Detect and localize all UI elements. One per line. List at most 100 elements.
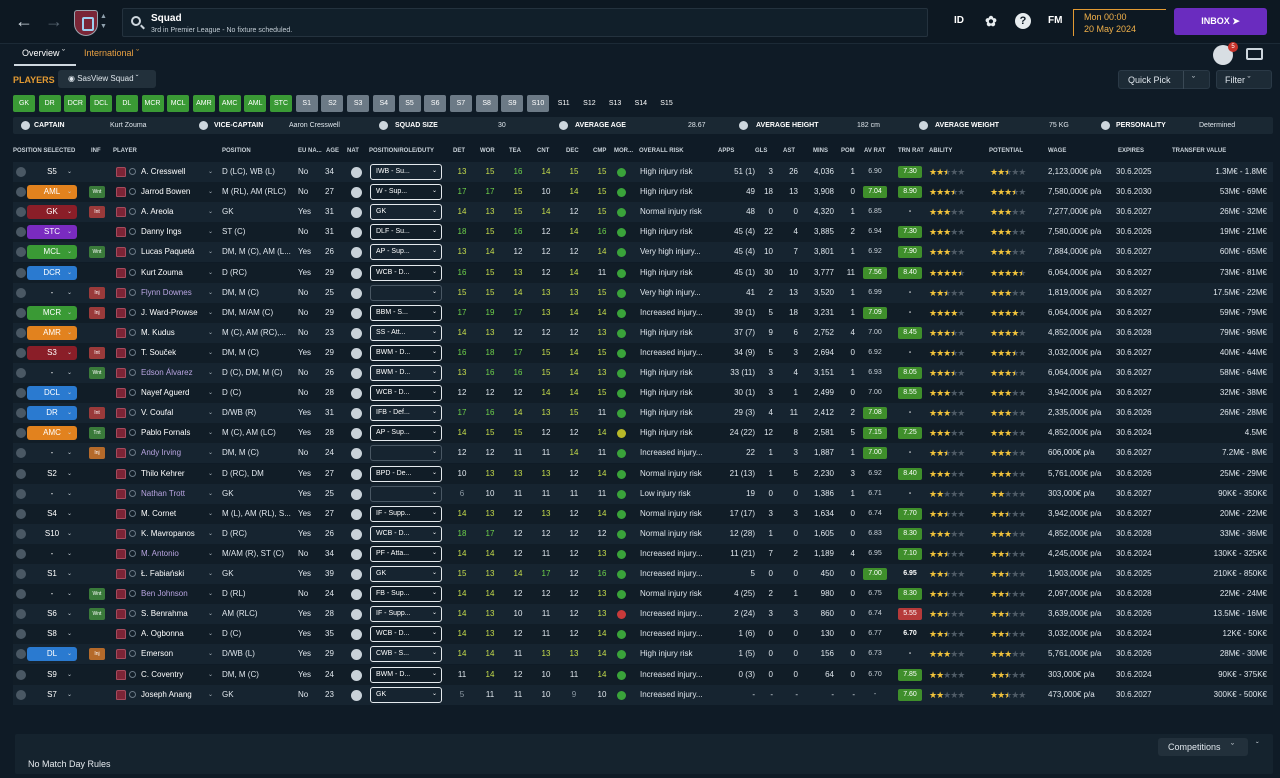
col-player[interactable]: PLAYER [113, 148, 137, 154]
chevron-down-icon[interactable]: ⌄ [67, 169, 73, 175]
col-apps[interactable]: APPS [718, 148, 735, 154]
position-chip-s14[interactable]: S14 [634, 100, 648, 107]
select-radio[interactable] [16, 649, 26, 660]
chevron-down-icon[interactable]: ⌄ [208, 169, 214, 175]
chevron-down-icon[interactable]: ⌄ [67, 691, 73, 698]
role-selector[interactable]: FB - Sup... ⌄ [370, 586, 442, 603]
chevron-down-icon[interactable]: ⌄ [67, 430, 73, 437]
table-row[interactable]: S5 ⌄ A. Cresswell ⌄ D (LC), WB (L) No 34 IWB - … [13, 162, 1273, 182]
player-name[interactable]: Flynn Downes [141, 287, 192, 297]
position-selector[interactable]: S7 [27, 688, 77, 702]
role-selector[interactable]: ⌄ [370, 445, 442, 462]
select-radio[interactable] [16, 307, 26, 318]
player-search-icon[interactable] [129, 529, 136, 537]
chevron-down-icon[interactable]: ⌄ [67, 289, 73, 296]
position-selector[interactable]: S9 [27, 668, 77, 682]
col-position[interactable]: POSITION [222, 148, 251, 154]
player-search-icon[interactable] [129, 288, 136, 296]
table-row[interactable]: S3 ⌄ Int T. Souček ⌄ DM, M (C) Yes 29 BWM - D...… [13, 342, 1273, 363]
select-radio[interactable] [16, 609, 26, 620]
player-name[interactable]: S. Benrahma [141, 609, 188, 619]
select-radio[interactable] [16, 408, 26, 419]
select-radio[interactable] [16, 167, 26, 177]
select-radio[interactable] [16, 508, 26, 519]
table-row[interactable]: - ⌄ Nathan Trott ⌄ GK Yes 25 ⌄ 6 10 11 11 11 11 Low in… [13, 483, 1273, 504]
select-radio[interactable] [16, 327, 26, 338]
chevron-down-icon[interactable]: ⌄ [67, 490, 73, 497]
competitions-dropdown[interactable]: Competitions ˇ [1158, 738, 1248, 756]
chevron-down-icon[interactable]: ⌄ [208, 691, 214, 698]
player-search-icon[interactable] [129, 188, 136, 196]
role-selector[interactable]: BPD - De... ⌄ [370, 465, 442, 482]
position-chip-amc[interactable]: AMC [218, 95, 241, 112]
player-search-icon[interactable] [129, 650, 136, 658]
chevron-down-icon[interactable]: ⌄ [67, 571, 73, 577]
player-search-icon[interactable] [129, 389, 136, 397]
chevron-down-icon[interactable]: ˇ [1183, 71, 1195, 89]
chevron-down-icon[interactable]: ⌄ [67, 229, 73, 236]
select-radio[interactable] [16, 448, 26, 459]
table-row[interactable]: DCL ⌄ Nayef Aguerd ⌄ D (C) No 28 WCB - D... ⌄ 12 1… [13, 383, 1273, 404]
table-row[interactable]: S8 ⌄ A. Ogbonna ⌄ D (C) Yes 35 WCB - D... ⌄ 14 13 1… [13, 624, 1273, 645]
position-selector[interactable]: S4 [27, 507, 77, 521]
table-row[interactable]: DR ⌄ Int V. Coufal ⌄ D/WB (R) Yes 31 IFB - Def..… [13, 403, 1273, 424]
col-goals[interactable]: GLS [755, 148, 768, 154]
role-selector[interactable]: WCB - D... ⌄ [370, 264, 442, 281]
player-search-icon[interactable] [129, 369, 136, 376]
position-chip-s6[interactable]: S6 [424, 95, 447, 112]
chevron-down-icon[interactable]: ⌄ [67, 249, 73, 256]
chevron-down-icon[interactable]: ⌄ [208, 591, 214, 598]
position-chip-s11[interactable]: S11 [557, 100, 570, 107]
col-decisions[interactable]: DEC [566, 148, 579, 154]
chevron-down-icon[interactable]: ⌄ [208, 329, 214, 336]
chevron-down-icon[interactable]: ⌄ [208, 631, 214, 638]
collapse-chevron-icon[interactable]: ˇ [1256, 741, 1259, 750]
col-inf[interactable]: INF [91, 148, 101, 154]
col-training-rating[interactable]: TRN RAT [898, 148, 924, 154]
col-teamwork[interactable]: TEA [509, 148, 521, 154]
player-search-icon[interactable] [129, 409, 136, 417]
player-search-icon[interactable] [129, 610, 136, 618]
table-row[interactable]: DL ⌄ Inj Emerson ⌄ D/WB (L) Yes 29 CWB - S... ⌄ 14… [13, 644, 1273, 665]
position-selector[interactable]: MCL [27, 245, 77, 260]
player-search-icon[interactable] [129, 228, 136, 236]
table-row[interactable]: - ⌄ Wnt Edson Álvarez ⌄ D (C), DM, M (C) No 26 B… [13, 363, 1273, 383]
quick-pick-button[interactable]: Quick Pick ˇ [1118, 70, 1210, 89]
table-row[interactable]: DCR ⌄ Kurt Zouma ⌄ D (RC) Yes 29 WCB - D... ⌄ 16 1… [13, 262, 1273, 283]
select-radio[interactable] [16, 468, 26, 479]
title-search-box[interactable]: Squad 3rd in Premier League - No fixture… [122, 8, 928, 37]
position-selector[interactable]: DCR [27, 265, 77, 280]
table-row[interactable]: AML ⌄ Wnt Jarrod Bowen ⌄ M (RL), AM (RLC) No 27… [13, 182, 1273, 203]
role-selector[interactable]: DLF - Su... ⌄ [370, 224, 442, 241]
role-selector[interactable]: CWB - S... ⌄ [370, 646, 442, 663]
select-radio[interactable] [16, 488, 26, 499]
chevron-down-icon[interactable]: ⌄ [67, 349, 73, 356]
position-selector[interactable]: DL [27, 647, 77, 662]
position-chip-s5[interactable]: S5 [398, 95, 421, 112]
monitor-icon[interactable] [1246, 48, 1263, 60]
role-selector[interactable]: WCB - D... ⌄ [370, 525, 442, 542]
table-row[interactable]: GK ⌄ Int A. Areola ⌄ GK Yes 31 GK ⌄ 14 13 15 14 12 15 No… [13, 202, 1273, 223]
chevron-down-icon[interactable]: ⌄ [67, 189, 73, 196]
position-chip-aml[interactable]: AML [244, 95, 267, 112]
player-name[interactable]: A. Cresswell [141, 167, 186, 176]
player-name[interactable]: Ben Johnson [141, 589, 188, 599]
forward-arrow-icon[interactable]: → [45, 11, 63, 31]
table-row[interactable]: STC ⌄ Danny Ings ⌄ ST (C) No 31 DLF - Su... ⌄ 18 1… [13, 222, 1273, 243]
position-selector[interactable]: - [27, 446, 77, 460]
role-selector[interactable]: GK ⌄ [370, 566, 442, 582]
role-selector[interactable]: ⌄ [370, 485, 442, 502]
player-search-icon[interactable] [129, 590, 136, 598]
select-radio[interactable] [16, 629, 26, 640]
position-chip-s9[interactable]: S9 [501, 95, 524, 112]
player-name[interactable]: M. Cornet [141, 508, 177, 518]
brain-icon[interactable]: ✿ [983, 13, 999, 29]
role-selector[interactable]: BBM - S... ⌄ [370, 304, 442, 321]
chevron-down-icon[interactable]: ⌄ [208, 651, 214, 658]
player-name[interactable]: Kurt Zouma [141, 267, 183, 277]
player-name[interactable]: J. Ward-Prowse [141, 307, 198, 317]
position-selector[interactable]: AMR [27, 325, 77, 340]
table-row[interactable]: MCL ⌄ Wnt Lucas Paquetá ⌄ DM, M (C), AM (L...… [13, 242, 1273, 263]
position-chip-s8[interactable]: S8 [475, 95, 498, 112]
player-search-icon[interactable] [129, 469, 136, 477]
